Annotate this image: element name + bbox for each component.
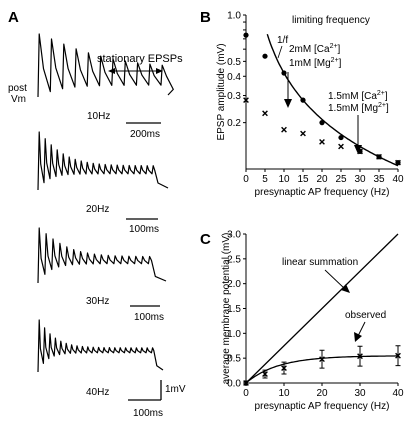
data-point-b-cross (357, 148, 363, 155)
scalebar-100ms-20hz-label: 100ms (129, 224, 159, 235)
linear-summation-pointer (324, 269, 346, 290)
data-point-b-cross (338, 143, 344, 150)
scalebar-200ms-label: 200ms (130, 129, 160, 140)
x-tick-label-b: 25 (335, 174, 347, 185)
data-point-b-cross (262, 110, 268, 117)
chart-membrane-potential: 0.0 0.5 1.0 1.5 2.0 2.5 3.0 0 10 20 30 40presynapti… (221, 230, 404, 413)
epsp-trace-2 (37, 131, 169, 191)
y-tick-label-b: 1.0 (227, 11, 241, 22)
y-axis-label-b: EPSP amplitude (mV) (216, 43, 227, 140)
data-point-c-cross (395, 352, 401, 359)
x-axis-label-c: presynaptic AP frequency (Hz) (255, 401, 390, 412)
y-tick-label-c: 1.5 (227, 304, 241, 315)
x-tick-label-c: 0 (243, 388, 249, 399)
fit-label-pointer (277, 45, 283, 59)
panel-letter-c: C (200, 231, 211, 248)
y-tick-label-c: 0.0 (227, 379, 241, 390)
linear-summation-line (245, 233, 399, 384)
x-tick-label-b: 40 (392, 174, 404, 185)
trace-40hz-label: 40Hz (86, 387, 109, 398)
fit-label: 1/f (277, 35, 288, 46)
arrow-2mm-head (284, 99, 292, 108)
fit-curve-1-over-f (266, 33, 399, 167)
y-tick-label-b: 0.5 (227, 57, 241, 68)
data-point-c-cross (243, 380, 249, 386)
panel-b-annotations: limiting frequency 1/f 2mM [Ca2+] 1mM [M… (277, 15, 389, 154)
data-point-b-cross (243, 97, 249, 104)
scalebar-100ms-40hz-label: 100ms (133, 408, 163, 419)
limiting-frequency-title: limiting frequency (292, 15, 370, 26)
x-tick-label-c: 10 (278, 388, 290, 399)
data-point-b-cross (319, 138, 325, 145)
y-tick-label-c: 1.0 (227, 329, 241, 340)
annotation-15mm-ca: 1.5mM [Ca2+] (328, 90, 388, 102)
annotation-2mm-ca: 2mM [Ca2+] (289, 43, 341, 55)
x-tick-label-c: 20 (316, 388, 328, 399)
x-tick-label-b: 35 (373, 174, 385, 185)
post-label: post (8, 83, 27, 94)
data-point-b-circle (243, 32, 249, 38)
y-axis-label-c: average membrane potential (mV) (221, 233, 232, 385)
y-tick-label-b: 0.2 (227, 118, 241, 129)
y-tick-label-c: 2.0 (227, 279, 241, 290)
observed-pointer-head (354, 332, 362, 342)
scalebar-100ms-30hz-label: 100ms (134, 312, 164, 323)
x-tick-label-b: 15 (297, 174, 309, 185)
data-point-b-circle (319, 120, 325, 126)
linear-summation-label: linear summation (282, 257, 358, 268)
data-point-b-cross (376, 153, 382, 160)
x-tick-label-c: 30 (354, 388, 366, 399)
panel-letter-a: A (8, 9, 19, 26)
linear-summation-pointer-head (341, 284, 350, 293)
observed-label: observed (345, 310, 386, 321)
x-tick-label-b: 0 (243, 174, 249, 185)
panel-a: post Vm stationary EPSPs 10Hz 200ms 20Hz… (8, 53, 186, 419)
observed-pointer (357, 321, 366, 337)
x-tick-label-b: 5 (262, 174, 268, 185)
y-tick-label-b: 0.4 (227, 72, 241, 83)
epsp-trace-3 (37, 227, 167, 284)
y-tick-label-c: 3.0 (227, 230, 241, 241)
data-point-b-cross (300, 130, 306, 137)
epsp-trace-1 (37, 33, 174, 98)
data-point-c-cross (262, 371, 268, 377)
x-tick-label-b: 20 (316, 174, 328, 185)
scalebar-mv-label: 1mV (165, 384, 186, 395)
annotation-1mm-mg: 1mM [Mg2+] (289, 57, 342, 69)
data-point-b-cross (395, 159, 401, 166)
stationary-epsps-label: stationary EPSPs (97, 53, 183, 65)
x-tick-label-b: 30 (354, 174, 366, 185)
data-point-b-cross (281, 126, 287, 133)
data-point-b-circle (338, 134, 344, 141)
data-point-b-circle (300, 97, 306, 103)
epsp-traces (37, 33, 174, 373)
data-point-c-cross (319, 356, 325, 363)
panel-letter-b: B (200, 9, 211, 26)
trace-20hz-label: 20Hz (86, 204, 109, 215)
data-point-c-cross (281, 365, 287, 371)
y-tick-label-b: 0.3 (227, 91, 241, 102)
x-tick-label-c: 40 (392, 388, 404, 399)
panel-c-annotations: linear summation observed (282, 257, 386, 342)
data-point-b-circle (281, 70, 287, 76)
annotation-15mm-mg: 1.5mM [Mg2+] (328, 102, 389, 114)
vm-label: Vm (11, 94, 26, 105)
y-tick-label-c: 2.5 (227, 254, 241, 265)
data-point-b-circle (262, 53, 268, 59)
trace-10hz-label: 10Hz (87, 111, 110, 122)
x-axis-label-b: presynaptic AP frequency (Hz) (255, 187, 390, 198)
x-tick-label-b: 10 (278, 174, 290, 185)
data-point-c-cross (357, 353, 363, 360)
trace-30hz-label: 30Hz (86, 296, 109, 307)
epsp-trace-4 (37, 319, 164, 373)
y-tick-label-c: 0.5 (227, 354, 241, 365)
chart-epsp-amplitude: 0.2 0.3 0.4 0.5 1.0 0 5 10 15 20 25 30 35 40presynapt… (216, 11, 404, 199)
